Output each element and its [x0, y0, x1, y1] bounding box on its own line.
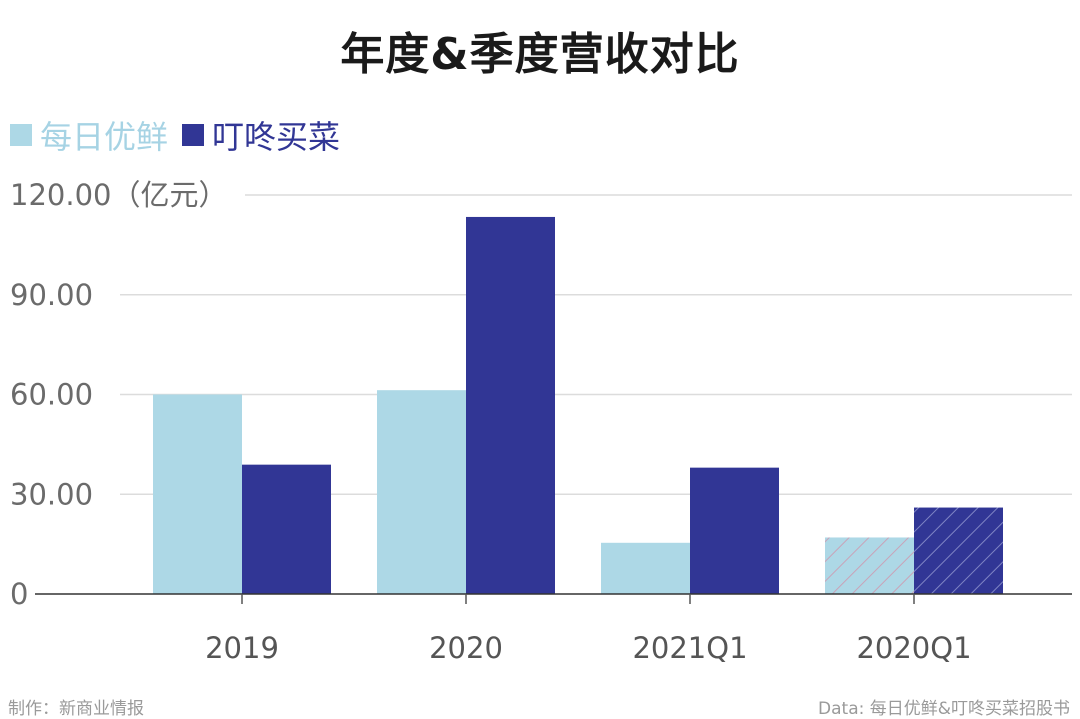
bar-dingdong-2021Q1	[690, 467, 779, 594]
bar-dingdong-2020Q1	[914, 507, 1003, 594]
legend-label-dingdong: 叮咚买菜	[212, 118, 341, 156]
bar-layer	[153, 216, 1003, 594]
legend-swatch-missfresh	[10, 124, 32, 146]
grid-layer	[120, 194, 1072, 495]
bar-dingdong-2020	[466, 216, 555, 594]
y-tick-label: 0	[10, 577, 28, 611]
y-tick-label: 120.00（亿元）	[10, 178, 227, 212]
y-tick-label: 90.00	[10, 278, 93, 312]
y-tick-label: 30.00	[10, 477, 93, 511]
legend: 每日优鲜 叮咚买菜	[10, 112, 354, 158]
bar-missfresh-2020Q1	[825, 537, 914, 594]
x-tick-label: 2019	[205, 631, 279, 665]
bar-missfresh-2020	[377, 390, 466, 594]
x-tick-label: 2020Q1	[856, 631, 971, 665]
footer-source: Data: 每日优鲜&叮咚买菜招股书	[818, 699, 1070, 719]
legend-item-missfresh: 每日优鲜	[10, 112, 168, 158]
footer-credit: 制作：新商业情报	[8, 699, 144, 719]
x-tick-label: 2021Q1	[632, 631, 747, 665]
bar-dingdong-2019	[242, 464, 331, 594]
y-tick-label: 60.00	[10, 378, 93, 412]
bar-missfresh-2019	[153, 394, 242, 594]
legend-swatch-dingdong	[182, 124, 205, 146]
axis-layer: 0 30.00 60.00 90.00 120.00（亿元） 2019 2020 2021Q1…	[10, 178, 1072, 665]
bar-missfresh-2021Q1	[601, 542, 690, 594]
legend-item-dingdong: 叮咚买菜	[182, 112, 340, 158]
chart-title: 年度&季度营收对比	[340, 29, 740, 80]
x-tick-label: 2020	[429, 631, 503, 665]
legend-label-missfresh: 每日优鲜	[40, 118, 169, 156]
